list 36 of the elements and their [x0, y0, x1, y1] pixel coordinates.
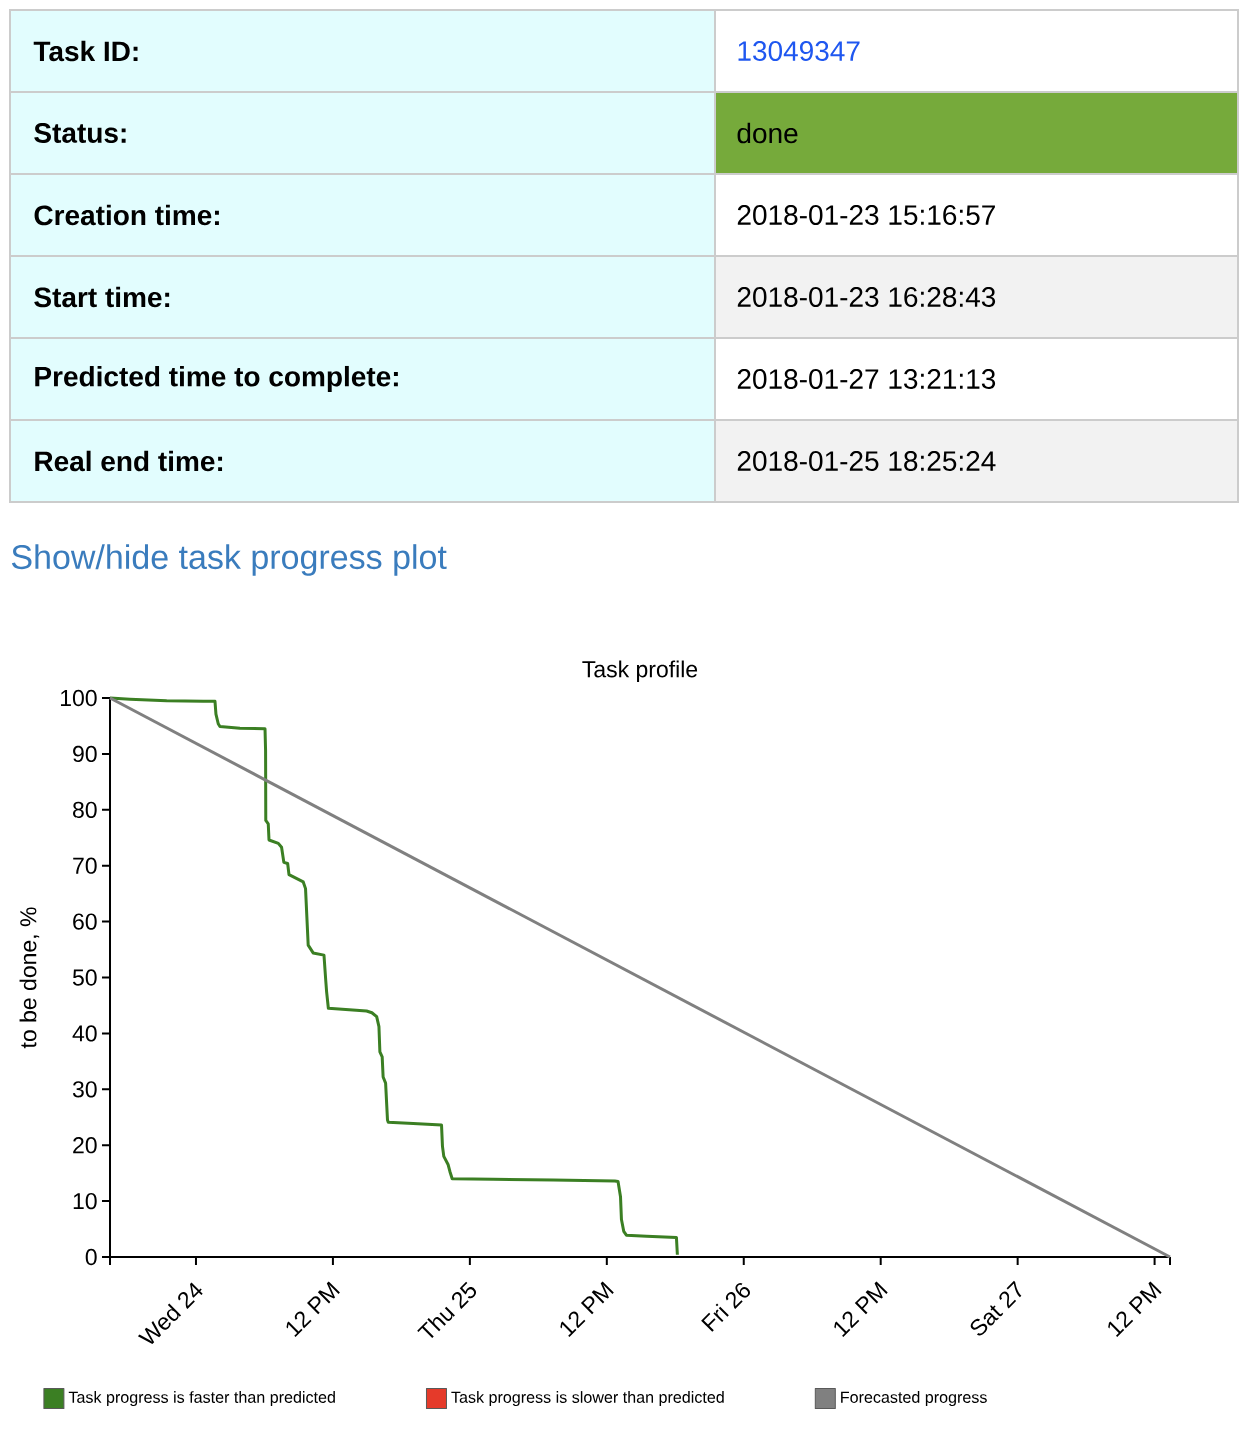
text: Start time:	[34, 286, 170, 308]
text: Task ID:	[33, 40, 138, 62]
y-tick-label: 0	[85, 1248, 97, 1266]
y-tick-label: 20	[73, 1137, 97, 1154]
text: Real end time:	[35, 450, 223, 472]
y-tick-label: 80	[73, 801, 97, 818]
x-tick-label: Thu 25	[417, 1281, 477, 1339]
text: 2018-01-23 15:16:57	[737, 205, 995, 225]
text: Status:	[34, 123, 126, 143]
y-tick-label: 60	[73, 913, 97, 930]
text: done	[737, 122, 798, 144]
y-axis-title: to be done, %	[19, 907, 40, 1049]
y-tick-label: 90	[73, 745, 97, 763]
x-tick-label: 12 PM	[834, 1281, 888, 1337]
legend-label: Task progress is faster than predicted	[68, 1391, 335, 1407]
chart-title: Task profile	[582, 660, 698, 682]
x-tick-label: Fri 26	[701, 1282, 750, 1332]
text: 2018-01-25 18:25:24	[737, 451, 996, 471]
y-tick-label: 50	[72, 969, 97, 986]
y-tick-label: 40	[72, 1025, 97, 1042]
text: Creation time:	[34, 204, 219, 226]
y-tick-label: 70	[73, 857, 97, 874]
x-tick-label: 12 PM	[1108, 1281, 1162, 1337]
y-tick-label: 30	[72, 1081, 97, 1098]
text: 13049347	[738, 41, 860, 61]
text: Show/hide task progress plot	[11, 544, 447, 576]
x-tick-label: Sat 27	[970, 1280, 1022, 1336]
text: 2018-01-23 16:28:43	[737, 287, 996, 307]
text: Predicted time to complete:	[35, 365, 398, 393]
legend-label: Task progress is slower than predicted	[451, 1391, 724, 1407]
y-tick-label: 100	[60, 689, 97, 707]
y-tick-label: 10	[73, 1192, 97, 1210]
text: 2018-01-27 13:21:13	[737, 369, 996, 389]
x-tick-label: 12 PM	[560, 1281, 614, 1337]
x-tick-label: 12 PM	[286, 1281, 340, 1337]
legend-label: Forecasted progress	[841, 1391, 987, 1407]
